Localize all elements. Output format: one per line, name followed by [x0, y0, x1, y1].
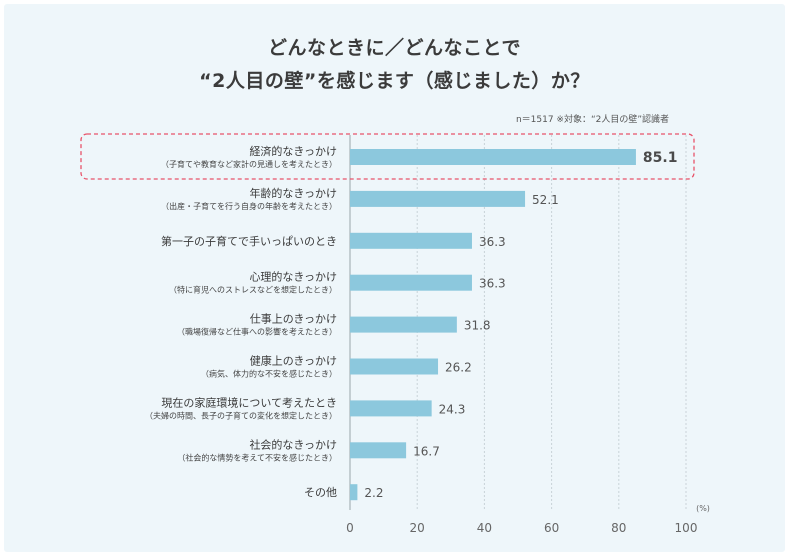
category-sublabel: （出産・子育てを行う自身の年齢を考えたとき） — [161, 201, 337, 211]
x-tick-label: 60 — [544, 521, 559, 535]
bar — [350, 484, 358, 501]
category-label: 仕事上のきっかけ — [250, 313, 337, 326]
bar — [350, 358, 439, 375]
data-label: 24.3 — [439, 402, 466, 416]
category-sublabel: （夫婦の時間、長子の子育ての変化を想定したとき） — [145, 410, 337, 420]
category-label: その他 — [304, 486, 337, 499]
data-label: 36.3 — [479, 277, 506, 291]
data-label: 85.1 — [643, 150, 678, 166]
bar — [350, 316, 457, 333]
chart-title-line2: “2人目の壁”を感じます（感じました）か？ — [199, 70, 590, 92]
x-tick-label: 40 — [477, 521, 492, 535]
x-tick-label: 0 — [346, 521, 354, 535]
chart-title-line1: どんなときに／どんなことで — [268, 37, 521, 59]
x-tick-label: 80 — [611, 521, 626, 535]
category-sublabel: （特に育児へのストレスなどを想定したとき） — [169, 285, 337, 295]
category-label: 経済的なきっかけ — [249, 144, 337, 158]
x-tick-label: 20 — [410, 521, 425, 535]
category-label: 現在の家庭環境について考えたとき — [161, 395, 337, 409]
data-label: 52.1 — [532, 193, 559, 207]
data-label: 26.2 — [445, 361, 472, 375]
category-label: 健康上のきっかけ — [250, 354, 337, 368]
category-sublabel: （職場復帰など仕事への影響を考えたとき） — [177, 327, 337, 337]
category-sublabel: （病気、体力的な不安を感じたとき） — [201, 369, 337, 379]
bar — [350, 149, 636, 165]
data-label: 36.3 — [479, 235, 506, 249]
category-sublabel: （社会的な情勢を考えて不安を感じたとき） — [177, 452, 337, 462]
category-label: 年齢的なきっかけ — [249, 186, 337, 200]
bar — [350, 400, 432, 417]
sample-note: n＝1517 ※対象：“2人目の壁”認識者 — [515, 115, 669, 125]
category-label: 社会的なきっかけ — [249, 437, 337, 451]
highlight-frame — [80, 133, 695, 180]
x-tick-label: 100 — [675, 521, 698, 535]
bar — [350, 190, 526, 207]
bar — [350, 442, 407, 459]
data-label: 2.2 — [364, 486, 383, 500]
category-label: 第一子の子育てで手いっぱいのとき — [161, 234, 337, 248]
bar — [350, 232, 472, 249]
unit-label: (%) — [696, 504, 710, 513]
data-label: 31.8 — [464, 319, 491, 333]
category-sublabel: （子育てや教育など家計の見通しを考えたとき） — [161, 159, 337, 169]
data-label: 16.7 — [413, 444, 440, 458]
category-label: 心理的なきっかけ — [249, 270, 337, 284]
bar — [350, 274, 472, 291]
